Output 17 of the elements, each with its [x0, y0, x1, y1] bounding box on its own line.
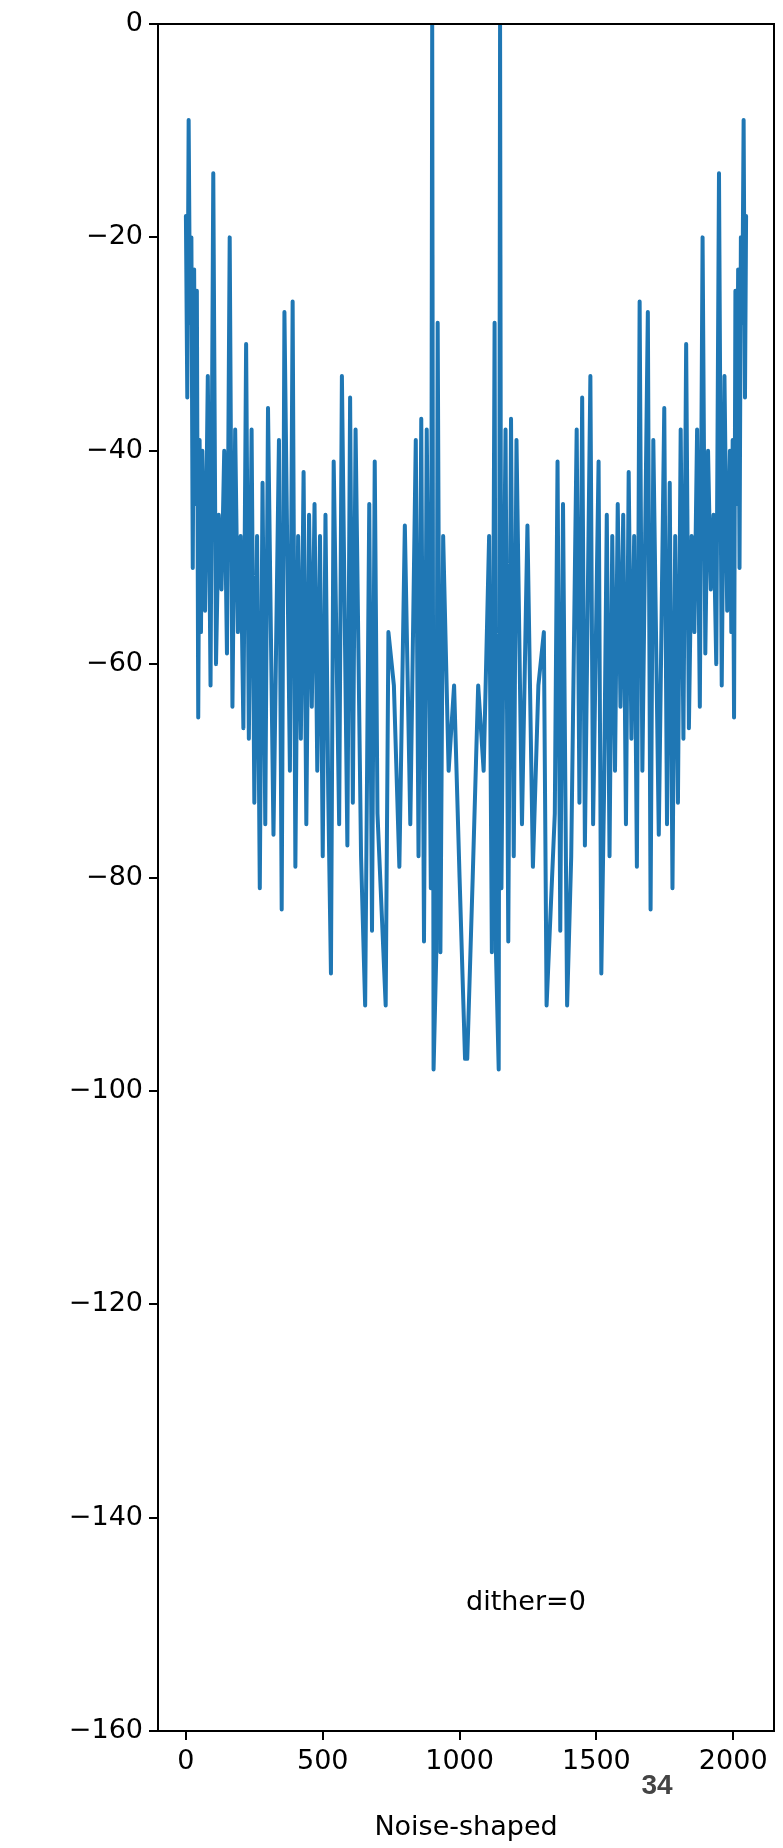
text: 34 [641, 1768, 673, 1800]
annotation: dither=0 [466, 1584, 586, 1616]
x-tick-label: 1500 [562, 1744, 631, 1776]
x-axis-title: Noise-shaped [374, 1809, 558, 1841]
y-tick-label: 0 [125, 6, 143, 38]
x-tick-label: 500 [296, 1744, 349, 1776]
y-tick-label: −60 [86, 646, 143, 678]
x-tick-label: 1000 [425, 1744, 494, 1776]
y-tick-label: −20 [86, 219, 143, 251]
y-tick-label: −140 [68, 1499, 143, 1531]
y-tick-label: −40 [86, 432, 143, 464]
y-tick-label: −100 [68, 1072, 143, 1104]
y-tick-label: −160 [68, 1713, 143, 1745]
x-tick-label: 0 [177, 1744, 195, 1776]
y-tick-label: −80 [86, 859, 143, 891]
x-tick-label: 2000 [698, 1744, 768, 1776]
y-tick-label: −120 [68, 1286, 143, 1318]
